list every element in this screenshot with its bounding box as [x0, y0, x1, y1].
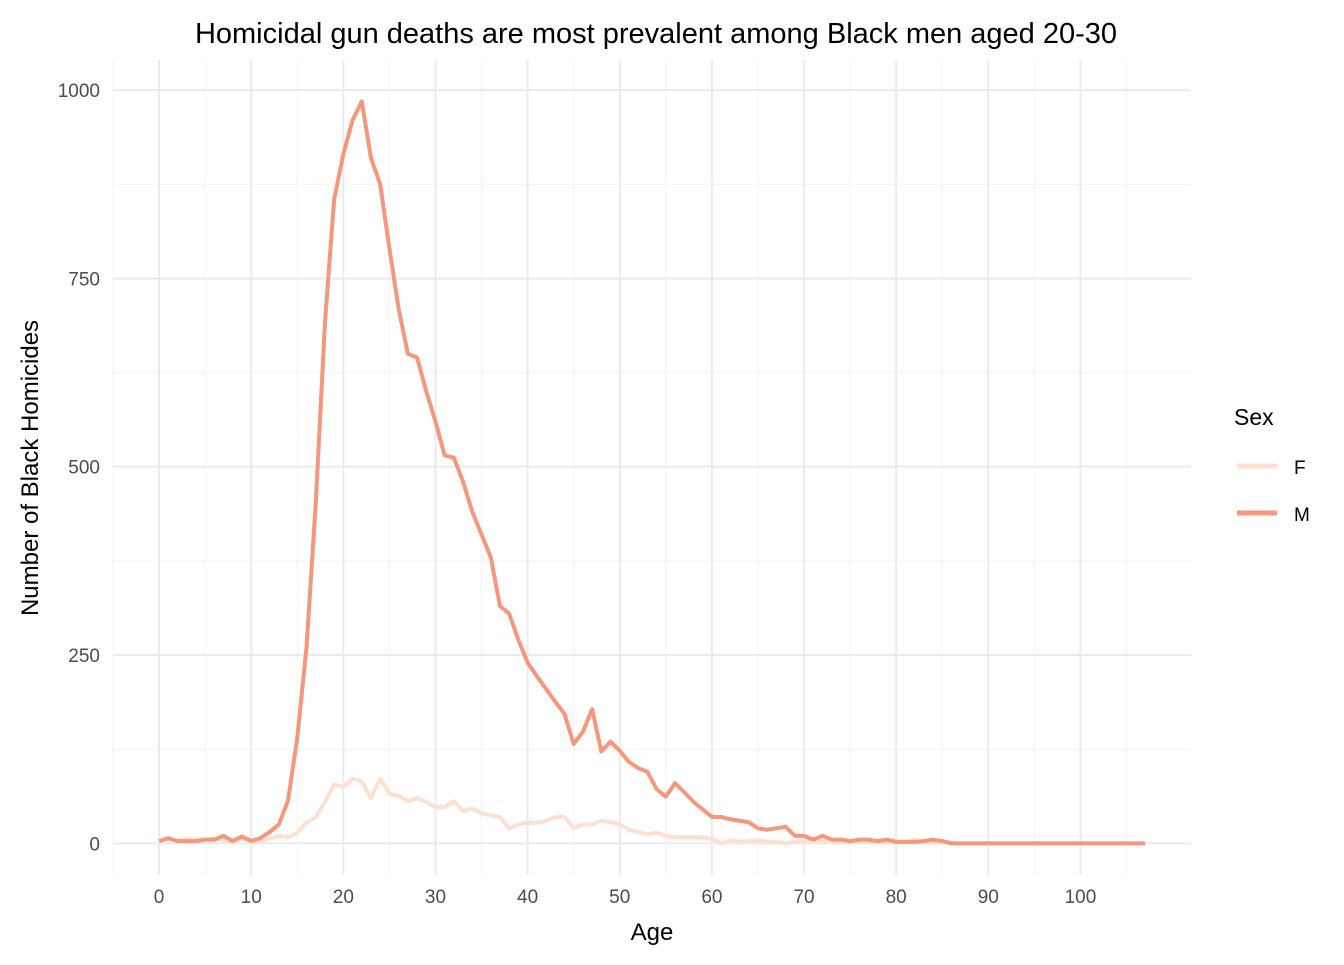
- y-tick-label: 1000: [58, 81, 100, 102]
- y-axis-title: Number of Black Homicides: [17, 320, 44, 616]
- x-tick-label: 70: [793, 887, 814, 908]
- y-tick-label: 250: [68, 646, 100, 667]
- x-tick-label: 0: [154, 887, 165, 908]
- legend-label-f: F: [1294, 458, 1306, 479]
- x-tick-label: 60: [701, 887, 722, 908]
- x-tick-label: 40: [517, 887, 538, 908]
- grid-layer: [112, 60, 1191, 875]
- y-tick-label: 500: [68, 458, 100, 479]
- chart-title: Homicidal gun deaths are most prevalent …: [195, 18, 1117, 50]
- x-tick-label: 90: [978, 887, 999, 908]
- legend-label-m: M: [1294, 505, 1310, 526]
- series-layer: [158, 99, 1145, 846]
- series-line-m: [158, 99, 1145, 846]
- x-tick-label: 30: [425, 887, 446, 908]
- x-tick-label: 20: [333, 887, 354, 908]
- y-tick-label: 0: [89, 834, 100, 855]
- y-tick-label: 750: [68, 269, 100, 290]
- x-axis-title: Age: [631, 919, 674, 946]
- legend-title: Sex: [1234, 404, 1274, 430]
- x-tick-label: 80: [886, 887, 907, 908]
- x-tick-label: 50: [609, 887, 630, 908]
- legend: Sex F M: [1234, 404, 1310, 526]
- x-tick-label: 10: [241, 887, 262, 908]
- series-line-f: [158, 776, 1145, 846]
- x-tick-label: 100: [1065, 887, 1097, 908]
